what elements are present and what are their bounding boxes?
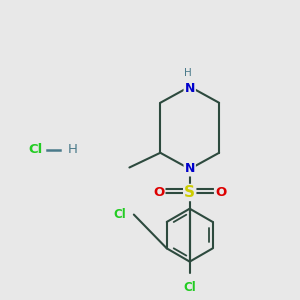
Text: O: O	[215, 186, 226, 199]
Text: O: O	[153, 186, 164, 199]
Text: N: N	[184, 82, 195, 94]
Text: Cl: Cl	[114, 208, 127, 221]
Text: Cl: Cl	[28, 143, 42, 156]
Text: H: H	[68, 143, 77, 156]
Text: S: S	[184, 185, 195, 200]
Text: Cl: Cl	[183, 281, 196, 294]
Text: N: N	[184, 163, 195, 176]
Text: H: H	[184, 68, 192, 78]
